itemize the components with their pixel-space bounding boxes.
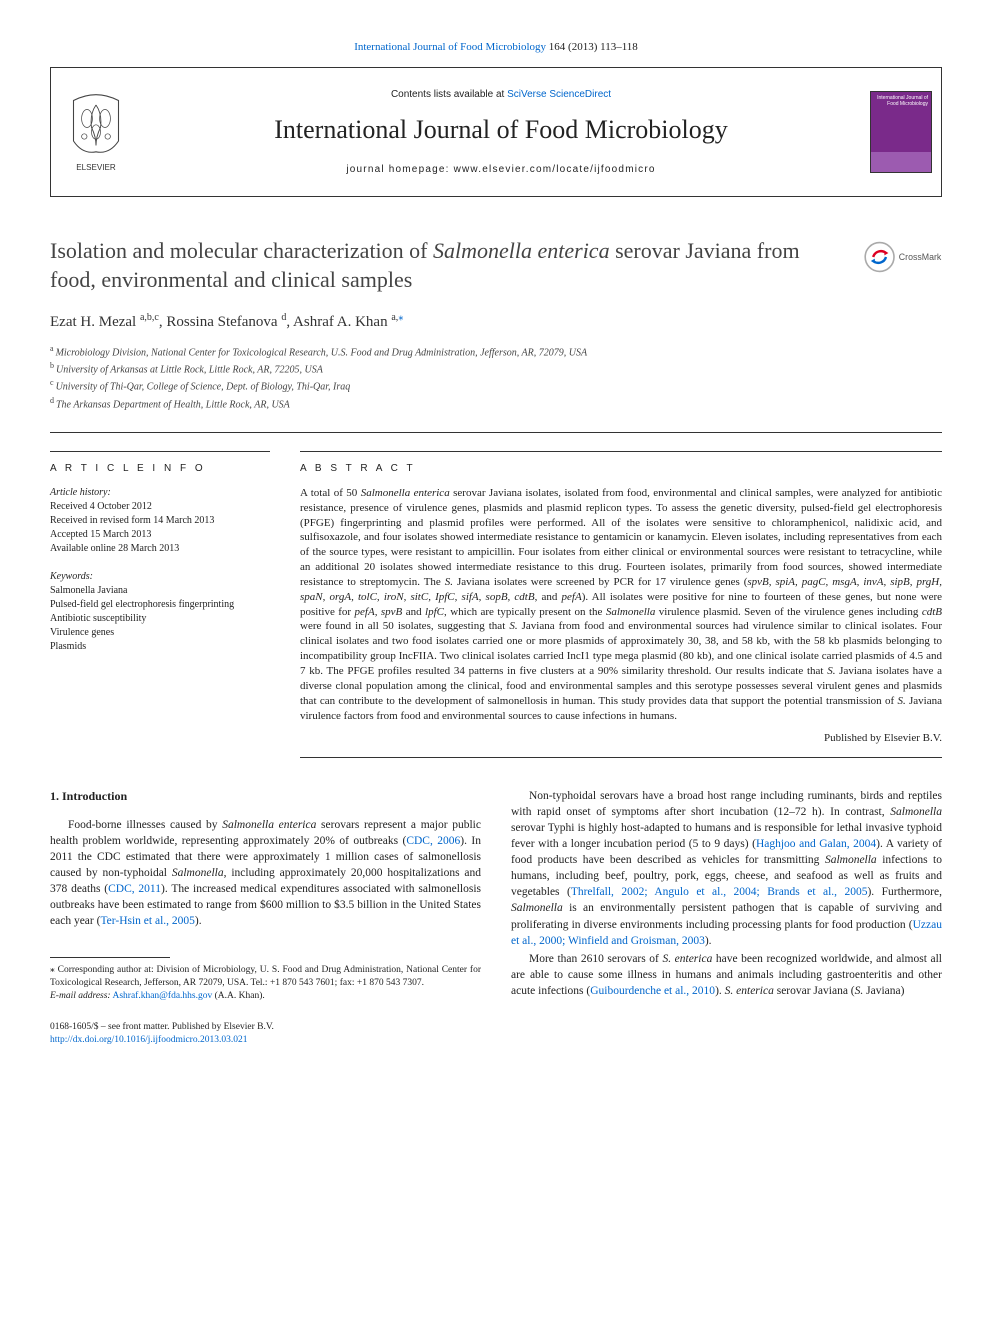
email-who: (A.A. Khan).	[215, 991, 265, 1001]
author: Ezat H. Mezal a,b,c	[50, 314, 159, 330]
body-col-right: Non-typhoidal serovars have a broad host…	[511, 788, 942, 1047]
abstract-heading: A B S T R A C T	[300, 462, 942, 476]
author: Rossina Stefanova d	[166, 314, 286, 330]
doi-link[interactable]: http://dx.doi.org/10.1016/j.ijfoodmicro.…	[50, 1035, 247, 1045]
issn-line: 0168-1605/$ – see front matter. Publishe…	[50, 1021, 481, 1034]
abstract: A B S T R A C T A total of 50 Salmonella…	[300, 451, 942, 758]
keyword: Salmonella Javiana	[50, 584, 270, 598]
elsevier-logo: ELSEVIER	[51, 68, 141, 196]
top-citation: International Journal of Food Microbiolo…	[50, 40, 942, 55]
footnote-rule	[50, 957, 170, 958]
crossmark-badge[interactable]: CrossMark	[862, 237, 942, 282]
email-label: E-mail address:	[50, 991, 111, 1001]
body-paragraph: More than 2610 serovars of S. enterica h…	[511, 951, 942, 999]
journal-header: ELSEVIER Contents lists available at Sci…	[50, 67, 942, 197]
affiliation: c University of Thi-Qar, College of Scie…	[50, 377, 942, 394]
history-line: Available online 28 March 2013	[50, 542, 270, 556]
citation-link[interactable]: Guibourdenche et al., 2010	[590, 985, 715, 997]
abstract-text: A total of 50 Salmonella enterica serova…	[300, 486, 942, 724]
keyword-lines: Salmonella JavianaPulsed-field gel elect…	[50, 584, 270, 654]
footnotes: ⁎ Corresponding author at: Division of M…	[50, 964, 481, 1002]
body-col-left: 1. Introduction Food-borne illnesses cau…	[50, 788, 481, 1047]
top-cite: 164 (2013) 113–118	[549, 41, 638, 53]
section-divider	[50, 432, 942, 433]
svg-text:CrossMark: CrossMark	[899, 253, 942, 263]
journal-cover-thumb: International Journal of Food Microbiolo…	[861, 68, 941, 196]
title-pre: Isolation and molecular characterization…	[50, 238, 433, 263]
article-info: A R T I C L E I N F O Article history: R…	[50, 451, 270, 758]
citation-link[interactable]: Haghjoo and Galan, 2004	[756, 838, 876, 850]
abstract-rule	[300, 757, 942, 758]
keyword: Plasmids	[50, 640, 270, 654]
history-line: Received in revised form 14 March 2013	[50, 514, 270, 528]
history-label: Article history:	[50, 486, 270, 500]
keyword: Antibiotic susceptibility	[50, 612, 270, 626]
email-link[interactable]: Ashraf.khan@fda.hhs.gov	[112, 991, 212, 1001]
intro-heading: 1. Introduction	[50, 788, 481, 805]
top-journal-link[interactable]: International Journal of Food Microbiolo…	[354, 41, 546, 53]
corr-footnote: ⁎ Corresponding author at: Division of M…	[50, 964, 481, 990]
header-center: Contents lists available at SciVerse Sci…	[141, 68, 861, 196]
citation-link[interactable]: Threlfall, 2002; Angulo et al., 2004; Br…	[571, 886, 868, 898]
affiliation: d The Arkansas Department of Health, Lit…	[50, 395, 942, 412]
body-paragraph: Food-borne illnesses caused by Salmonell…	[50, 817, 481, 930]
keyword: Virulence genes	[50, 626, 270, 640]
journal-name: International Journal of Food Microbiolo…	[274, 112, 727, 148]
thumb-label: International Journal of Food Microbiolo…	[871, 96, 928, 107]
keyword: Pulsed-field gel electrophoresis fingerp…	[50, 598, 270, 612]
article-title: Isolation and molecular characterization…	[50, 237, 842, 294]
author: Ashraf A. Khan a,⁎	[293, 314, 403, 330]
corr-star[interactable]: ⁎	[398, 314, 403, 330]
bottom-meta: 0168-1605/$ – see front matter. Publishe…	[50, 1021, 481, 1048]
citation-link[interactable]: CDC, 2006	[406, 835, 460, 847]
author-list: Ezat H. Mezal a,b,c, Rossina Stefanova d…	[50, 311, 942, 333]
email-footnote: E-mail address: Ashraf.khan@fda.hhs.gov …	[50, 990, 481, 1003]
title-italic: Salmonella enterica	[433, 238, 610, 263]
journal-homepage: journal homepage: www.elsevier.com/locat…	[346, 163, 655, 177]
affiliation: a Microbiology Division, National Center…	[50, 343, 942, 360]
citation-link[interactable]: CDC, 2011	[108, 883, 161, 895]
history-line: Received 4 October 2012	[50, 500, 270, 514]
keywords-label: Keywords:	[50, 570, 270, 584]
contents-prefix: Contents lists available at	[391, 89, 507, 100]
history-line: Accepted 15 March 2013	[50, 528, 270, 542]
homepage-url: www.elsevier.com/locate/ijfoodmicro	[454, 164, 656, 175]
svg-text:ELSEVIER: ELSEVIER	[76, 163, 116, 172]
citation-link[interactable]: Ter-Hsin et al., 2005	[100, 915, 194, 927]
contents-line: Contents lists available at SciVerse Sci…	[391, 88, 611, 102]
affiliations: a Microbiology Division, National Center…	[50, 343, 942, 412]
body-paragraph: Non-typhoidal serovars have a broad host…	[511, 788, 942, 949]
abstract-publisher: Published by Elsevier B.V.	[300, 731, 942, 746]
history-lines: Received 4 October 2012Received in revis…	[50, 500, 270, 556]
homepage-prefix: journal homepage:	[346, 164, 453, 175]
affiliation: b University of Arkansas at Little Rock,…	[50, 360, 942, 377]
sciencedirect-link[interactable]: SciVerse ScienceDirect	[507, 89, 611, 100]
info-heading: A R T I C L E I N F O	[50, 462, 270, 476]
